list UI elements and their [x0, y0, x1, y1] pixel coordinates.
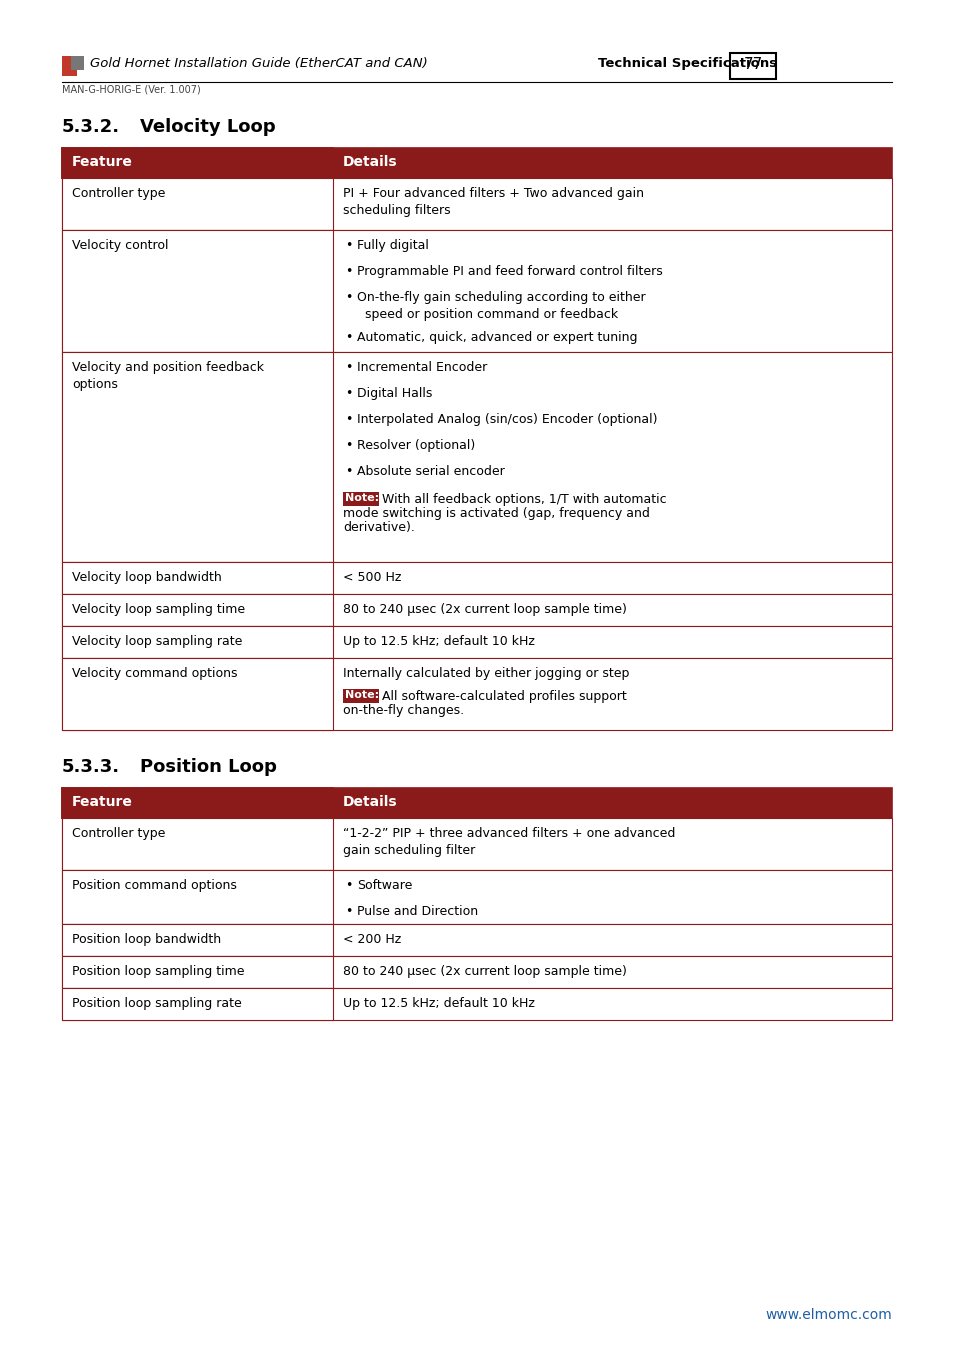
Text: Software: Software: [356, 879, 412, 892]
Bar: [62, 178, 891, 230]
Text: Velocity loop sampling time: Velocity loop sampling time: [71, 603, 245, 616]
Text: Details: Details: [343, 155, 397, 169]
Text: •: •: [345, 265, 352, 278]
Text: •: •: [345, 879, 352, 892]
Text: 5.3.3.: 5.3.3.: [62, 757, 120, 776]
Text: Interpolated Analog (sin/cos) Encoder (optional): Interpolated Analog (sin/cos) Encoder (o…: [356, 413, 657, 427]
Text: Up to 12.5 kHz; default 10 kHz: Up to 12.5 kHz; default 10 kHz: [343, 998, 535, 1010]
Bar: [62, 923, 891, 956]
Bar: [62, 62, 70, 76]
Text: Velocity loop bandwidth: Velocity loop bandwidth: [71, 571, 221, 585]
Text: Automatic, quick, advanced or expert tuning: Automatic, quick, advanced or expert tun…: [356, 331, 637, 344]
Bar: [729, 53, 775, 80]
Text: Up to 12.5 kHz; default 10 kHz: Up to 12.5 kHz; default 10 kHz: [343, 634, 535, 648]
Text: Position loop sampling rate: Position loop sampling rate: [71, 998, 241, 1010]
Text: mode switching is activated (gap, frequency and: mode switching is activated (gap, freque…: [343, 508, 649, 520]
Text: Feature: Feature: [71, 155, 132, 169]
Text: •: •: [345, 292, 352, 304]
Bar: [62, 956, 891, 988]
Bar: [62, 626, 333, 657]
Bar: [62, 869, 891, 923]
Bar: [62, 148, 891, 178]
Text: All software-calculated profiles support: All software-calculated profiles support: [381, 690, 626, 703]
Text: 80 to 240 μsec (2x current loop sample time): 80 to 240 μsec (2x current loop sample t…: [343, 603, 626, 616]
Text: •: •: [345, 413, 352, 427]
Text: Controller type: Controller type: [71, 828, 165, 840]
Text: •: •: [345, 239, 352, 252]
Bar: [62, 148, 333, 178]
Text: •: •: [345, 904, 352, 918]
Text: Position Loop: Position Loop: [140, 757, 276, 776]
Text: “1-2-2” PIP + three advanced filters + one advanced
gain scheduling filter: “1-2-2” PIP + three advanced filters + o…: [343, 828, 675, 857]
Text: 5.3.2.: 5.3.2.: [62, 117, 120, 136]
Text: Velocity loop sampling rate: Velocity loop sampling rate: [71, 634, 242, 648]
Text: < 500 Hz: < 500 Hz: [343, 571, 401, 585]
Text: Digital Halls: Digital Halls: [356, 387, 432, 400]
Text: PI + Four advanced filters + Two advanced gain
scheduling filters: PI + Four advanced filters + Two advance…: [343, 188, 643, 217]
Bar: [62, 55, 77, 76]
Bar: [62, 988, 333, 1021]
Bar: [62, 594, 891, 626]
Text: < 200 Hz: < 200 Hz: [343, 933, 401, 946]
Bar: [62, 923, 333, 956]
Bar: [62, 230, 333, 352]
Text: Controller type: Controller type: [71, 188, 165, 200]
Bar: [62, 818, 891, 869]
Text: MAN-G-HORIG-E (Ver. 1.007): MAN-G-HORIG-E (Ver. 1.007): [62, 85, 200, 94]
Bar: [62, 988, 891, 1021]
Bar: [71, 55, 84, 70]
Bar: [62, 594, 333, 626]
Text: On-the-fly gain scheduling according to either
  speed or position command or fe: On-the-fly gain scheduling according to …: [356, 292, 645, 321]
Text: Position loop bandwidth: Position loop bandwidth: [71, 933, 221, 946]
Bar: [62, 818, 333, 869]
Text: Position loop sampling time: Position loop sampling time: [71, 965, 244, 977]
Text: Resolver (optional): Resolver (optional): [356, 439, 475, 452]
Bar: [62, 562, 891, 594]
Text: 77: 77: [742, 57, 761, 72]
Text: •: •: [345, 387, 352, 400]
Text: Velocity and position feedback
options: Velocity and position feedback options: [71, 360, 264, 392]
Text: •: •: [345, 439, 352, 452]
Text: Details: Details: [343, 795, 397, 809]
Bar: [62, 230, 891, 352]
Text: Incremental Encoder: Incremental Encoder: [356, 360, 487, 374]
Text: Velocity control: Velocity control: [71, 239, 169, 252]
Bar: [343, 491, 378, 506]
Text: With all feedback options, 1/T with automatic: With all feedback options, 1/T with auto…: [381, 493, 666, 506]
Text: Technical Specifications: Technical Specifications: [598, 57, 777, 70]
Bar: [62, 626, 891, 657]
Bar: [62, 562, 333, 594]
Text: Internally calculated by either jogging or step: Internally calculated by either jogging …: [343, 667, 629, 680]
Text: Programmable PI and feed forward control filters: Programmable PI and feed forward control…: [356, 265, 662, 278]
Text: Note:: Note:: [345, 690, 378, 701]
Text: Feature: Feature: [71, 795, 132, 809]
Text: •: •: [345, 464, 352, 478]
Text: 80 to 240 μsec (2x current loop sample time): 80 to 240 μsec (2x current loop sample t…: [343, 965, 626, 977]
Text: derivative).: derivative).: [343, 521, 415, 535]
Bar: [343, 688, 378, 703]
Bar: [62, 352, 333, 562]
Bar: [62, 956, 333, 988]
Bar: [62, 178, 333, 230]
Text: www.elmomc.com: www.elmomc.com: [764, 1308, 891, 1322]
Bar: [62, 788, 891, 818]
Text: Absolute serial encoder: Absolute serial encoder: [356, 464, 504, 478]
Bar: [62, 657, 333, 730]
Text: Velocity Loop: Velocity Loop: [140, 117, 275, 136]
Text: Note:: Note:: [345, 493, 378, 504]
Bar: [62, 788, 333, 818]
Text: Position command options: Position command options: [71, 879, 236, 892]
Bar: [62, 352, 891, 562]
Bar: [62, 869, 333, 923]
Text: •: •: [345, 360, 352, 374]
Text: •: •: [345, 331, 352, 344]
Text: Fully digital: Fully digital: [356, 239, 429, 252]
Text: Pulse and Direction: Pulse and Direction: [356, 904, 477, 918]
Bar: [62, 657, 891, 730]
Text: on-the-fly changes.: on-the-fly changes.: [343, 703, 464, 717]
Text: Gold Hornet Installation Guide (EtherCAT and CAN): Gold Hornet Installation Guide (EtherCAT…: [90, 57, 427, 70]
Text: Velocity command options: Velocity command options: [71, 667, 237, 680]
